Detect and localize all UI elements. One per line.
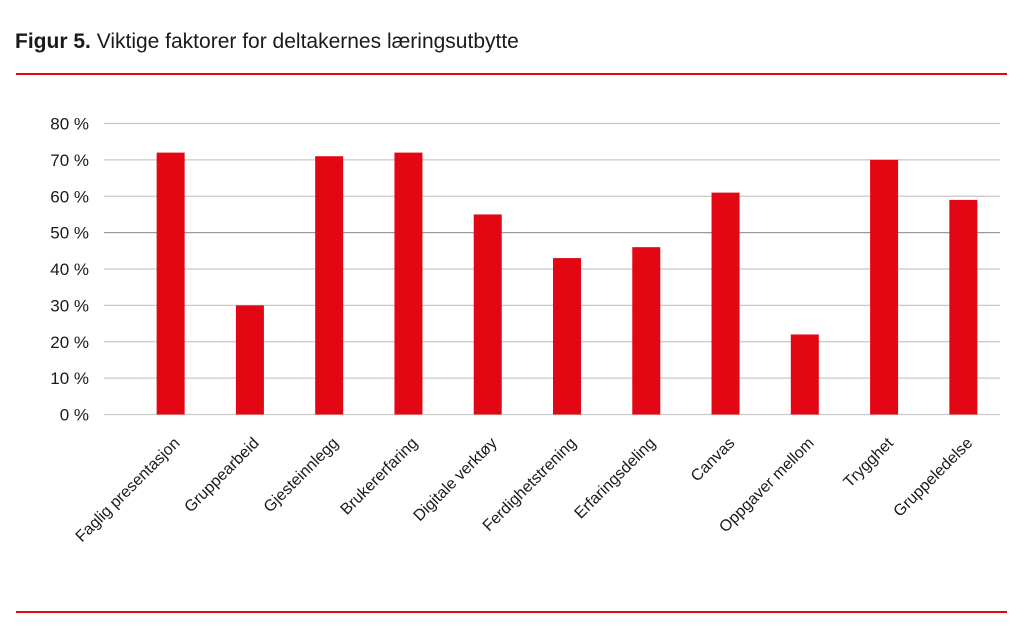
x-tick-label: Canvas <box>688 435 738 485</box>
bar <box>790 334 819 415</box>
x-tick-label: Faglig presentasjon <box>73 435 184 546</box>
x-axis-labels: Faglig presentasjonGruppearbeidGjesteinn… <box>73 434 977 545</box>
bar <box>156 152 185 415</box>
x-tick-label: Gruppeledelse <box>891 435 977 521</box>
bar <box>553 258 581 415</box>
y-tick-label: 10 % <box>50 369 89 388</box>
bars <box>156 152 978 415</box>
x-tick-label: Trygghet <box>841 434 898 491</box>
y-tick-label: 0 % <box>60 406 89 425</box>
bar <box>949 199 978 415</box>
x-tick-label: Digitale verktøy <box>411 435 501 525</box>
y-tick-label: 30 % <box>50 296 89 315</box>
y-tick-label: 80 % <box>50 115 89 134</box>
y-tick-label: 50 % <box>50 224 89 243</box>
y-tick-label: 60 % <box>50 187 89 206</box>
bar <box>315 156 344 415</box>
bar <box>711 192 740 415</box>
bar <box>394 152 423 415</box>
x-tick-label: Brukererfaring <box>338 435 422 519</box>
y-gridlines <box>104 122 1000 416</box>
x-tick-label: Gjesteinnlegg <box>261 435 342 516</box>
y-tick-label: 70 % <box>50 151 89 170</box>
bar <box>473 214 502 415</box>
bar <box>235 305 264 415</box>
bar <box>870 159 899 415</box>
x-tick-label: Erfaringsdeling <box>572 435 659 522</box>
y-tick-label: 20 % <box>50 333 89 352</box>
figure-label: Figur 5. <box>15 30 91 53</box>
figure-title-text: Viktige faktorer for deltakernes lærings… <box>96 30 519 53</box>
y-axis-ticks: 0 % 10 % 20 % 30 % 40 % 50 % 60 % 70 % 80 % <box>50 115 89 425</box>
y-tick-label: 40 % <box>50 260 89 279</box>
top-divider <box>16 73 1007 75</box>
figure-title: Figur 5. Viktige faktorer for deltakerne… <box>15 30 519 54</box>
bar <box>632 247 661 415</box>
bottom-divider <box>16 611 1007 613</box>
x-tick-label: Gruppearbeid <box>182 435 263 516</box>
